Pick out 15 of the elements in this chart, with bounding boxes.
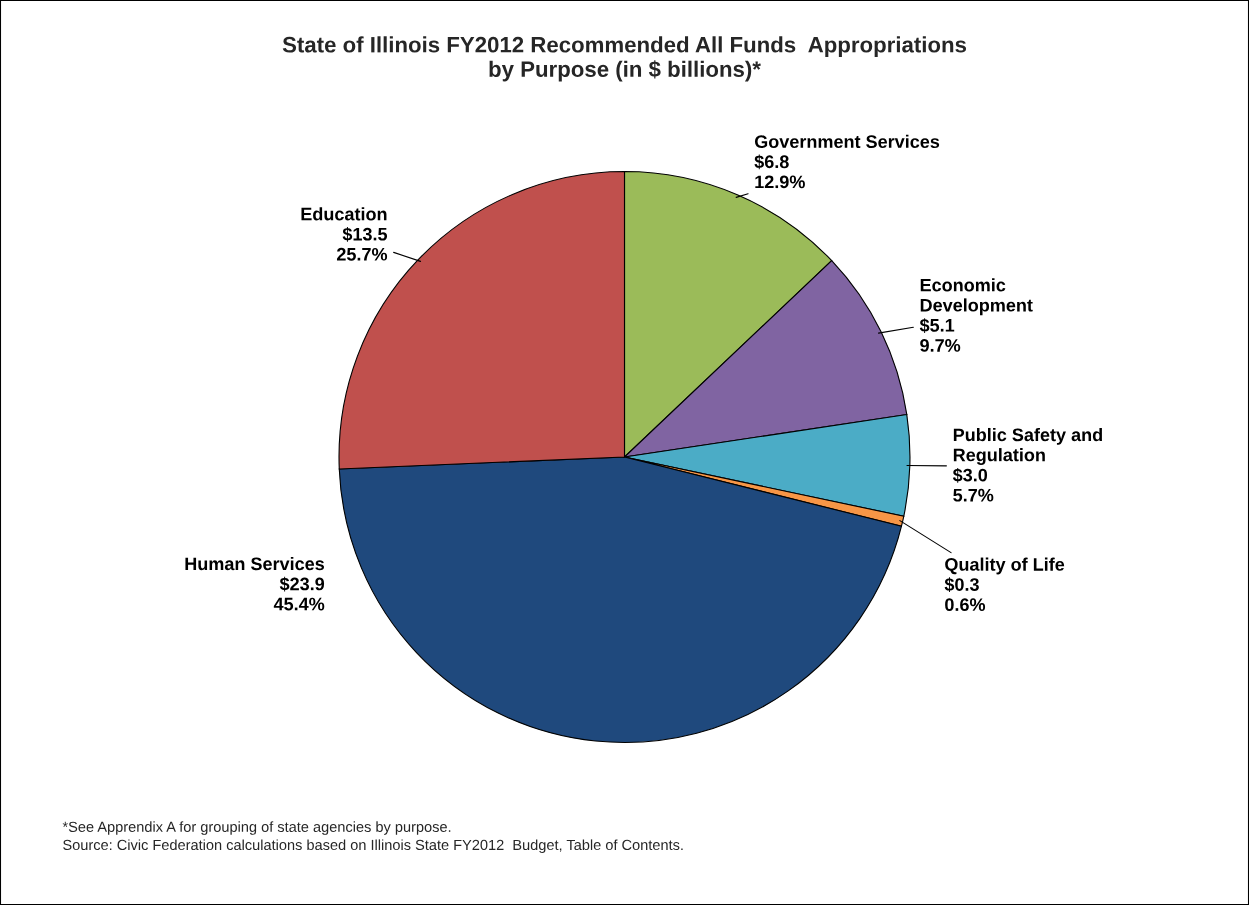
- slice-label: Human Services: [185, 556, 325, 571]
- text: *See Apprendix A for grouping of state agencies by purpose.: [62, 821, 451, 835]
- data-label: $13.5 25.7%: [336, 226, 388, 261]
- slice-label: Government Services: [754, 134, 940, 149]
- data-label: $6.8 12.9%: [754, 154, 805, 189]
- slice-label: Public Safety and Regulation: [953, 427, 1102, 465]
- data-label: $3.0 5.7%: [952, 467, 994, 502]
- slice-label: Economic Development: [920, 278, 1033, 316]
- source-note: Source: Civic Federation calculations based on Illinois State FY2012 Budget, Table of Contents.: [63, 839, 683, 853]
- data-label: $5.1 9.7%: [919, 318, 961, 352]
- data-label: $23.9 45.4%: [273, 576, 325, 611]
- slice-label: Quality of Life: [945, 557, 1065, 575]
- chart-title: State of Illinois FY2012 Recommended All Funds Appropriations by Purpose (in $ billions)*: [282, 36, 967, 82]
- slice-label: Education: [301, 207, 387, 221]
- data-label: $0.3 0.6%: [944, 577, 986, 612]
